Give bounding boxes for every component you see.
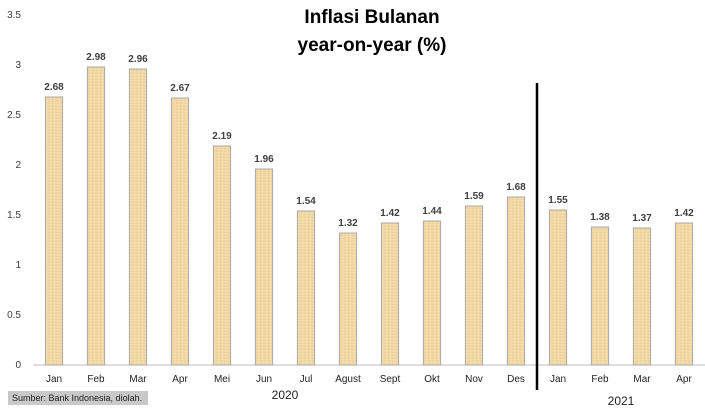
x-tick-label: Okt — [424, 374, 440, 385]
x-tick-label: Feb — [87, 374, 105, 385]
y-tick-label: 2 — [15, 160, 21, 171]
bars: 2.68 2.98 2.96 2.67 2.19 1.96 1.54 1.32 1.42 1.44… — [44, 52, 694, 366]
chart-subtitle: year-on-year (%) — [298, 35, 447, 56]
bar — [44, 96, 64, 366]
bar — [170, 97, 190, 366]
x-tick-label: Jun — [256, 374, 272, 385]
source-note: Sumber: Bank Indonesia, diolah. — [8, 391, 149, 405]
data-label: 1.68 — [506, 182, 526, 193]
y-tick-label: 0.5 — [7, 310, 21, 321]
x-tick-label: Agust — [335, 374, 361, 385]
group-labels: 2020 2021 — [272, 83, 635, 408]
bar — [506, 196, 526, 366]
bar — [254, 168, 274, 366]
bar — [86, 66, 106, 366]
x-tick-label: Mar — [633, 374, 651, 385]
bar — [548, 209, 568, 366]
data-label: 2.98 — [86, 52, 106, 63]
data-label: 2.19 — [212, 131, 232, 142]
data-label: 1.37 — [632, 213, 652, 224]
x-tick-label: Feb — [591, 374, 609, 385]
y-tick-label: 0 — [15, 360, 21, 371]
x-tick-label: Jan — [46, 374, 62, 385]
data-label: 1.38 — [590, 212, 610, 223]
chart-title: Inflasi Bulanan — [304, 7, 439, 28]
bar — [128, 68, 148, 366]
data-label: 1.42 — [674, 208, 694, 219]
x-tick-label: Des — [507, 374, 525, 385]
data-label: 2.67 — [170, 83, 190, 94]
y-tick-label: 1.5 — [7, 210, 21, 221]
data-label: 2.68 — [44, 82, 64, 93]
bar — [632, 227, 652, 366]
y-tick-label: 3.5 — [7, 10, 21, 21]
bar — [422, 220, 442, 366]
data-label: 1.55 — [548, 195, 568, 206]
x-tick-label: Mar — [129, 374, 147, 385]
year-group-label: 2020 — [272, 388, 299, 402]
y-tick-label: 3 — [15, 60, 21, 71]
bar — [590, 226, 610, 366]
y-tick-label: 1 — [15, 260, 21, 271]
x-axis: Jan Feb Mar Apr Mei Jun Jul Agust Sept Okt Nov Des J… — [46, 374, 693, 385]
bar — [296, 210, 316, 366]
data-label: 1.42 — [380, 208, 400, 219]
data-label: 1.96 — [254, 154, 274, 165]
bar — [464, 205, 484, 366]
x-tick-label: Jan — [550, 374, 566, 385]
data-label: 1.44 — [422, 206, 442, 217]
y-tick-label: 2.5 — [7, 110, 21, 121]
data-label: 1.32 — [338, 218, 358, 229]
data-label: 1.54 — [296, 196, 316, 207]
x-tick-label: Mei — [214, 374, 230, 385]
x-tick-label: Apr — [676, 374, 692, 385]
data-label: 2.96 — [128, 54, 148, 65]
x-tick-label: Nov — [465, 374, 483, 385]
x-tick-label: Apr — [172, 374, 188, 385]
data-label: 1.59 — [464, 191, 484, 202]
bar — [212, 145, 232, 366]
year-group-label: 2021 — [608, 394, 635, 408]
bar — [674, 222, 694, 366]
bar — [338, 232, 358, 366]
x-tick-label: Jul — [300, 374, 313, 385]
x-tick-label: Sept — [380, 374, 401, 385]
bar — [380, 222, 400, 366]
